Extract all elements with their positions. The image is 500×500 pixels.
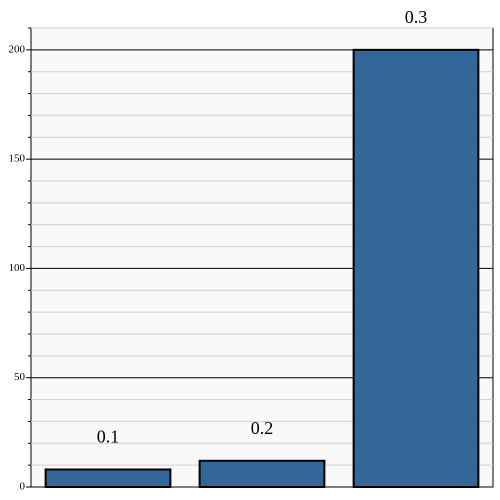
y-tick-label: 50 [14,371,26,383]
category-label: 0.3 [405,7,428,27]
y-tick-label: 100 [9,262,26,274]
category-label: 0.1 [97,427,120,447]
bar [352,48,480,488]
bar [198,459,326,488]
y-tick-label: 200 [9,43,26,55]
y-tick-label: 150 [9,153,26,165]
y-tick-label: 0 [20,481,26,493]
category-label: 0.2 [251,418,274,438]
bar [44,468,172,488]
